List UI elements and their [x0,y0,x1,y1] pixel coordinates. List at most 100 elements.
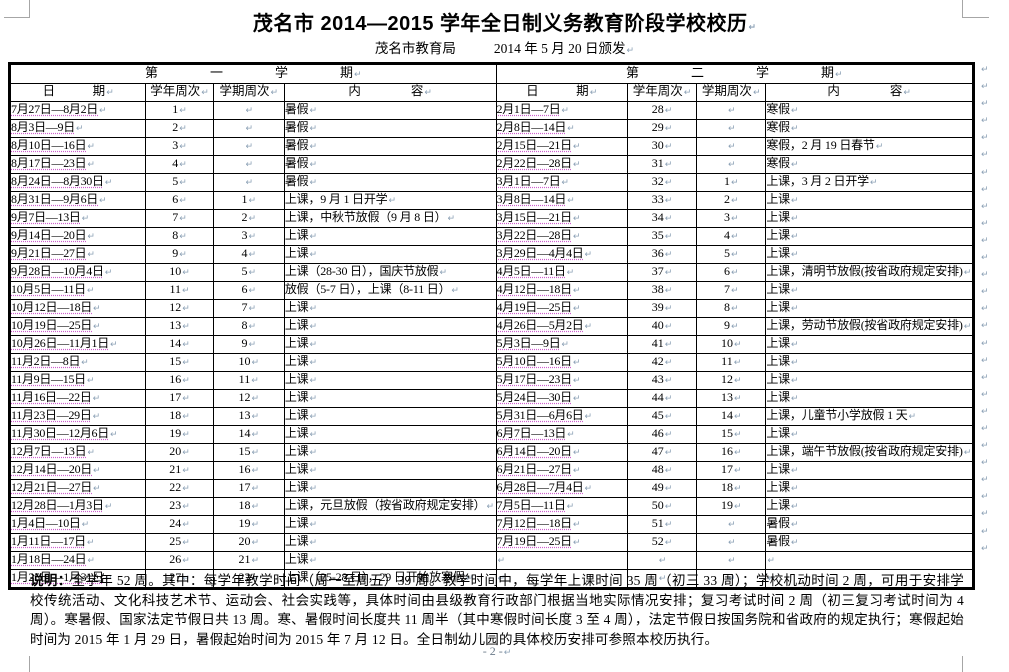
calendar-cell[interactable]: 24↵ [145,515,214,534]
calendar-cell[interactable]: 45↵ [626,407,698,426]
calendar-cell[interactable]: ↵ [696,551,767,570]
calendar-cell[interactable]: 15↵ [212,443,285,462]
calendar-cell[interactable]: 49↵ [626,479,698,498]
calendar-cell[interactable]: 11↵ [212,371,285,390]
calendar-cell[interactable]: 上课↵ [283,479,497,498]
calendar-cell[interactable]: 12月21日—27日↵ [9,479,147,498]
calendar-cell[interactable]: 6月7日—13日↵ [495,425,628,444]
calendar-cell[interactable]: 4↵ [696,227,767,246]
calendar-cell[interactable]: 5月17日—23日↵ [495,371,628,390]
calendar-cell[interactable]: ↵ [212,119,285,138]
calendar-cell[interactable]: 7↵ [145,209,214,228]
calendar-cell[interactable]: 4月26日—5月2日↵ [495,317,628,336]
calendar-cell[interactable]: 5月24日—30日↵ [495,389,628,408]
calendar-cell[interactable]: 39↵ [626,299,698,318]
calendar-cell[interactable]: 21↵ [145,461,214,480]
calendar-cell[interactable]: 9月7日—13日↵ [9,209,147,228]
calendar-cell[interactable]: 上课↵ [283,245,497,264]
calendar-cell[interactable]: 2↵ [145,119,214,138]
calendar-cell[interactable]: 上课（28-30 日），国庆节放假↵ [283,263,497,282]
calendar-cell[interactable]: 33↵ [626,191,698,210]
calendar-cell[interactable]: 19↵ [696,497,767,516]
calendar-cell[interactable]: ↵ [495,569,628,588]
calendar-cell[interactable]: 暑假↵ [765,515,973,534]
calendar-cell[interactable]: 8月10日—16日↵ [9,137,147,156]
calendar-cell[interactable]: 36↵ [626,245,698,264]
calendar-cell[interactable]: 21↵ [212,551,285,570]
calendar-cell[interactable]: 2↵ [696,191,767,210]
calendar-cell[interactable]: 1月4日—10日↵ [9,515,147,534]
calendar-cell[interactable]: ↵ [212,137,285,156]
calendar-cell[interactable]: 22↵ [212,569,285,588]
calendar-cell[interactable]: 13↵ [212,407,285,426]
calendar-cell[interactable]: 16↵ [212,461,285,480]
calendar-cell[interactable]: 寒假，2 月 19 日春节↵ [765,137,973,156]
calendar-cell[interactable]: 暑假↵ [283,119,497,138]
calendar-cell[interactable]: 48↵ [626,461,698,480]
calendar-cell[interactable]: 暑假↵ [283,101,497,120]
calendar-cell[interactable]: 上课↵ [283,461,497,480]
calendar-cell[interactable]: 1↵ [212,191,285,210]
calendar-cell[interactable]: 上课↵ [283,227,497,246]
calendar-cell[interactable]: 上课↵ [283,407,497,426]
calendar-cell[interactable]: 28↵ [626,101,698,120]
calendar-cell[interactable]: 14↵ [696,407,767,426]
calendar-cell[interactable]: 上课，端午节放假(按省政府规定安排)↵ [765,443,973,462]
calendar-cell[interactable]: 4↵ [212,245,285,264]
calendar-cell[interactable]: 上课↵ [283,317,497,336]
calendar-cell[interactable]: 放假（5-7 日），上课（8-11 日）↵ [283,281,497,300]
calendar-cell[interactable]: 上课，中秋节放假（9 月 8 日）↵ [283,209,497,228]
calendar-cell[interactable]: 17↵ [145,389,214,408]
calendar-cell[interactable]: 上课↵ [765,227,973,246]
calendar-cell[interactable]: 上课↵ [765,479,973,498]
calendar-cell[interactable]: 上课，儿童节小学放假 1 天↵ [765,407,973,426]
calendar-cell[interactable]: 16↵ [145,371,214,390]
calendar-cell[interactable]: 25↵ [145,533,214,552]
calendar-cell[interactable]: 上课↵ [765,245,973,264]
calendar-cell[interactable]: 上课，劳动节放假(按省政府规定安排)↵ [765,317,973,336]
calendar-cell[interactable]: 8↵ [145,227,214,246]
calendar-cell[interactable]: 寒假↵ [765,155,973,174]
calendar-cell[interactable]: 5月10日—16日↵ [495,353,628,372]
calendar-cell[interactable]: 10月19日—25日↵ [9,317,147,336]
calendar-cell[interactable]: ↵ [696,137,767,156]
calendar-cell[interactable]: 34↵ [626,209,698,228]
calendar-cell[interactable]: 上课↵ [283,371,497,390]
calendar-cell[interactable]: 3月29日—4月4日↵ [495,245,628,264]
calendar-cell[interactable]: 上课↵ [283,299,497,318]
calendar-cell[interactable]: 寒假↵ [765,119,973,138]
calendar-cell[interactable]: 11月23日—29日↵ [9,407,147,426]
calendar-cell[interactable]: 10月12日—18日↵ [9,299,147,318]
calendar-cell[interactable]: 37↵ [626,263,698,282]
calendar-cell[interactable]: 2月22日—28日↵ [495,155,628,174]
calendar-cell[interactable]: 6↵ [145,191,214,210]
calendar-cell[interactable]: 上课↵ [765,461,973,480]
calendar-cell[interactable]: ↵ [696,569,767,588]
calendar-cell[interactable]: 5月31日—6月6日↵ [495,407,628,426]
calendar-cell[interactable]: 暑假↵ [283,173,497,192]
calendar-cell[interactable]: 上课↵ [283,515,497,534]
calendar-cell[interactable]: 1月11日—17日↵ [9,533,147,552]
calendar-cell[interactable]: 13↵ [145,317,214,336]
calendar-cell[interactable]: 8月17日—23日↵ [9,155,147,174]
calendar-cell[interactable]: 20↵ [212,533,285,552]
calendar-cell[interactable]: 上课↵ [765,425,973,444]
calendar-cell[interactable]: 18↵ [145,407,214,426]
calendar-cell[interactable]: 7↵ [212,299,285,318]
calendar-cell[interactable]: ↵ [212,155,285,174]
calendar-cell[interactable]: 3月8日—14日↵ [495,191,628,210]
calendar-cell[interactable]: 4↵ [145,155,214,174]
calendar-cell[interactable]: 上课↵ [283,353,497,372]
calendar-cell[interactable]: 暑假↵ [765,533,973,552]
calendar-cell[interactable]: 上课↵ [283,551,497,570]
calendar-cell[interactable]: 41↵ [626,335,698,354]
calendar-cell[interactable]: 3↵ [696,209,767,228]
calendar-cell[interactable]: 9↵ [145,245,214,264]
calendar-cell[interactable]: 10↵ [145,263,214,282]
calendar-cell[interactable]: 18↵ [212,497,285,516]
calendar-cell[interactable]: 9↵ [696,317,767,336]
calendar-cell[interactable]: 30↵ [626,137,698,156]
calendar-cell[interactable]: 9↵ [212,335,285,354]
calendar-cell[interactable]: 9月28日—10月4日↵ [9,263,147,282]
calendar-cell[interactable]: 上课↵ [283,389,497,408]
